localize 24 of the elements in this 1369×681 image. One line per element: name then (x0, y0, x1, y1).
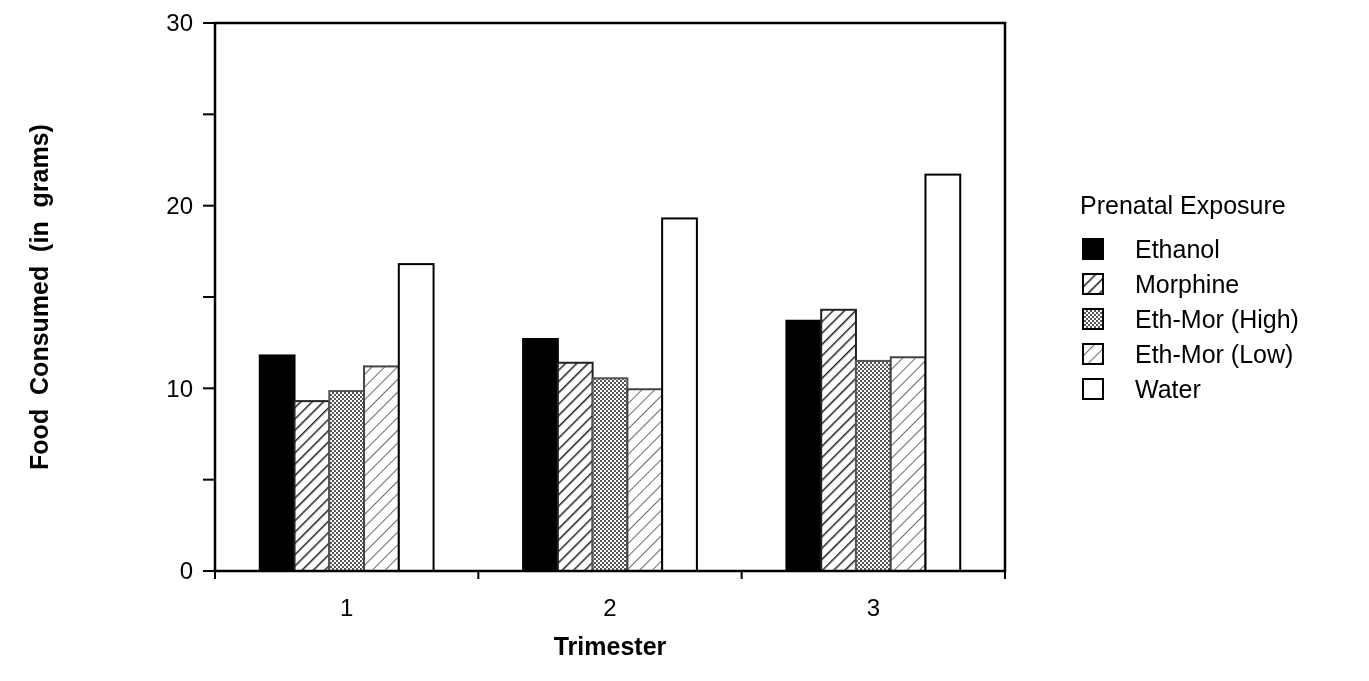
y-tick-label: 30 (166, 9, 193, 37)
y-tick-label: 0 (179, 557, 193, 585)
bar (556, 361, 594, 572)
x-tick-label: 3 (866, 594, 881, 621)
bar (889, 356, 927, 572)
x-tick-label: 2 (603, 594, 617, 621)
legend-label: Eth-Mor (Low) (1135, 339, 1294, 368)
y-tick-label: 10 (166, 374, 193, 402)
bar (626, 388, 664, 572)
bar (293, 400, 331, 572)
legend-label: Ethanol (1135, 234, 1220, 263)
legend-label: Eth-Mor (High) (1135, 304, 1299, 333)
bar (591, 377, 629, 572)
bar (854, 359, 892, 572)
legend-title: Prenatal Exposure (1080, 191, 1286, 219)
y-tick-label: 20 (166, 192, 193, 220)
legend-label: Water (1135, 374, 1201, 403)
bar (820, 308, 857, 572)
y-axis-title: Food Consumed (in grams) (25, 124, 53, 470)
bar (328, 390, 366, 572)
bar (363, 365, 400, 572)
x-tick-label: 1 (339, 594, 354, 621)
x-axis-title: Trimester (553, 632, 667, 660)
legend-label: Morphine (1135, 269, 1240, 298)
